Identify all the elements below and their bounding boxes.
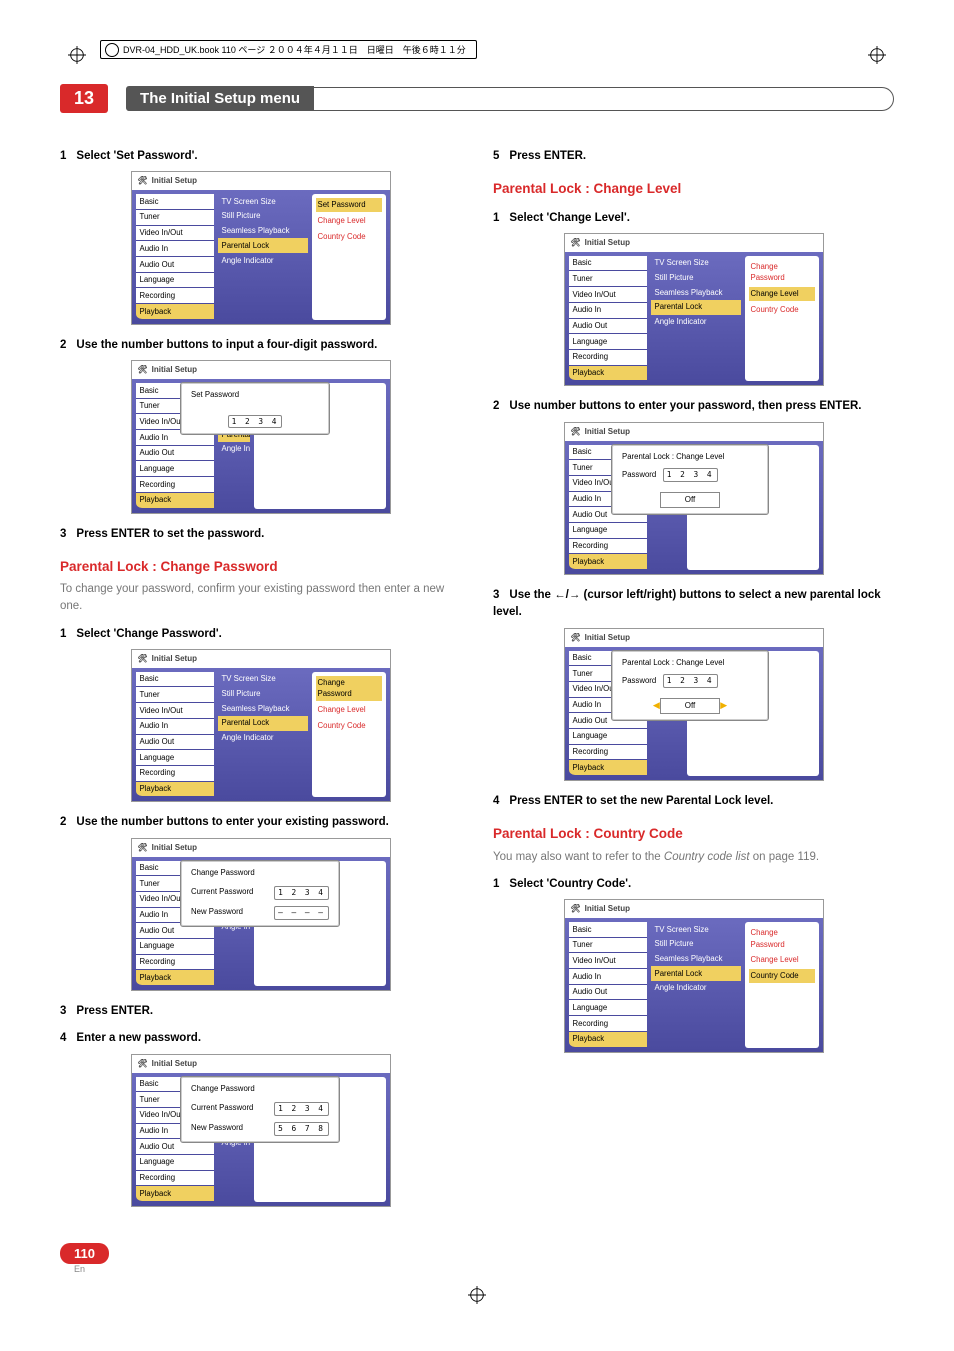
chapter-rule [314,87,894,111]
step: 4Press ENTER to set the new Parental Loc… [493,793,894,810]
step: 2Use the number buttons to input a four-… [60,337,461,354]
section-heading: Parental Lock : Change Password [60,557,461,577]
arrow-left-icon: ◀ [653,700,660,710]
step: 3Use the ←/→ (cursor left/right) buttons… [493,587,894,622]
step: 1Select 'Country Code'. [493,876,894,893]
overlay-change-password: Change Password Current Password1 2 3 4 … [180,860,340,927]
overlay-change-level: Parental Lock : Change Level Password 1 … [611,444,769,515]
setup-menu: 🛠Initial Setup Basic Tuner Video In/Out … [131,171,391,325]
step: 4Enter a new password. [60,1030,461,1047]
arrow-right-icon: ▶ [720,700,727,710]
wrench-icon: 🛠 [138,175,148,187]
setup-menu: 🛠Initial Setup Basic Tuner Video In/Out … [564,233,824,387]
overlay-change-password: Change Password Current Password1 2 3 4 … [180,1076,340,1143]
step: 1Select 'Change Password'. [60,626,461,643]
left-column: 1Select 'Set Password'. 🛠Initial Setup B… [60,138,461,1219]
chapter-number: 13 [60,84,108,113]
right-column: 5Press ENTER. Parental Lock : Change Lev… [493,138,894,1219]
setup-menu: 🛠Initial Setup Basic Tuner Video In/Out … [564,899,824,1053]
overlay-change-level: Parental Lock : Change Level Password 1 … [611,650,769,721]
step: 2Use number buttons to enter your passwo… [493,398,894,415]
step: 3Press ENTER. [60,1003,461,1020]
wrench-icon: 🛠 [138,364,148,376]
page-number: 110 En [60,1243,894,1274]
overlay-set-password: Set Password 1 2 3 4 [180,382,330,435]
step: 1Select 'Change Level'. [493,210,894,227]
chapter-bar: 13 The Initial Setup menu [60,84,894,113]
section-heading: Parental Lock : Change Level [493,179,894,199]
crop-mark-icon [868,46,886,64]
wrench-icon: 🛠 [138,842,148,854]
wrench-icon: 🛠 [571,903,581,915]
step: 2Use the number buttons to enter your ex… [60,814,461,831]
setup-menu: 🛠Initial Setup Basic Tuner Video In/Out … [131,649,391,803]
step: 5Press ENTER. [493,148,894,165]
body-text: You may also want to refer to the Countr… [493,849,894,866]
body-text: To change your password, confirm your ex… [60,581,461,616]
section-heading: Parental Lock : Country Code [493,824,894,844]
chapter-title: The Initial Setup menu [126,86,314,111]
step: 3Press ENTER to set the password. [60,526,461,543]
crop-mark-icon [468,1286,486,1304]
wrench-icon: 🛠 [138,1058,148,1070]
crop-mark-icon [68,46,86,64]
wrench-icon: 🛠 [571,632,581,644]
wrench-icon: 🛠 [138,653,148,665]
wrench-icon: 🛠 [571,426,581,438]
wrench-icon: 🛠 [571,237,581,249]
book-header: DVR-04_HDD_UK.book 110 ページ ２００４年４月１１日 日曜… [100,40,477,59]
step: 1Select 'Set Password'. [60,148,461,165]
